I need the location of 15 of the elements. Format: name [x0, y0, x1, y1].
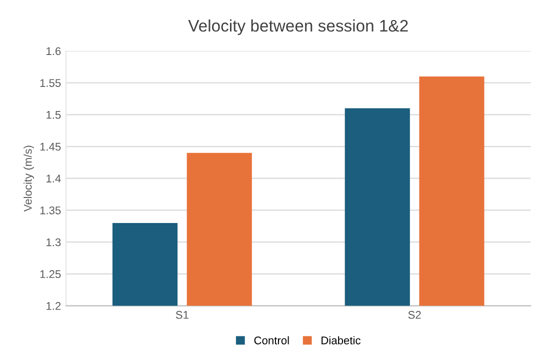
y-tick-label: 1.5	[46, 111, 61, 119]
y-tick-label: 1.2	[46, 302, 61, 310]
y-tick-label: 1.25	[40, 270, 61, 278]
legend-label: Control	[254, 336, 289, 344]
x-tick-label: S1	[176, 310, 188, 319]
y-axis-title: Velocity (m/s)	[24, 146, 34, 212]
y-tick-label: 1.45	[40, 142, 61, 151]
y-tick-label: 1.55	[40, 79, 61, 87]
y-tick-label: 1.35	[40, 206, 61, 214]
y-tick-label: 1.3	[46, 238, 61, 246]
chart-title: Velocity between session 1&2	[188, 19, 408, 35]
legend-label: Diabetic	[322, 336, 361, 344]
y-tick-label: 1.4	[46, 174, 61, 182]
y-tick-label: 1.6	[46, 47, 61, 56]
x-tick-label: S2	[408, 310, 421, 319]
